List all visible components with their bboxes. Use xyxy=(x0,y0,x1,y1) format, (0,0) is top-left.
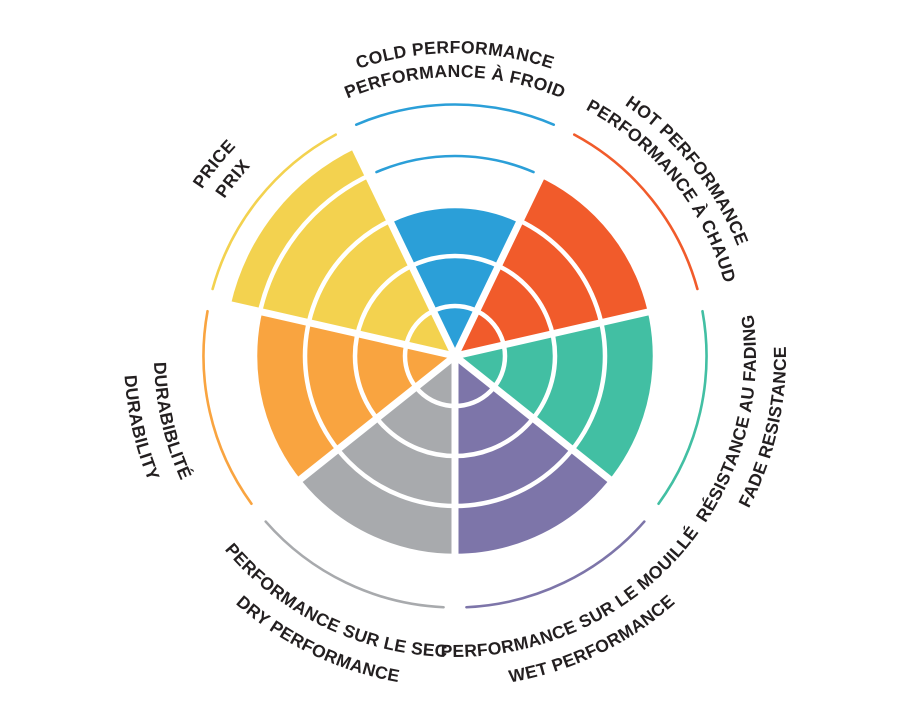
spoke-dividers xyxy=(218,136,692,598)
wedge-dry xyxy=(298,356,455,556)
spoke-divider xyxy=(263,353,458,510)
outer-arc-hot xyxy=(572,133,699,291)
outer-arc-price xyxy=(211,133,338,291)
outer-arc-fade xyxy=(657,309,708,506)
outer-arcs xyxy=(202,103,708,609)
wedge-wet xyxy=(455,356,612,556)
wedge-price xyxy=(230,148,455,356)
outer-arc-wet xyxy=(465,520,646,609)
spoke-divider xyxy=(451,136,564,358)
spoke-divider xyxy=(452,353,647,510)
label-hot-en: HOT PERFORMANCE xyxy=(622,92,752,249)
spoke-divider xyxy=(454,298,692,360)
spoke-divider xyxy=(218,298,456,360)
outer-arc-dry xyxy=(264,520,445,609)
marker-arc-cold xyxy=(375,154,535,174)
outer-arc-durability xyxy=(202,309,253,506)
spoke-divider xyxy=(346,136,459,358)
wedge-cold xyxy=(389,205,521,356)
outer-arc-cold xyxy=(354,103,556,126)
